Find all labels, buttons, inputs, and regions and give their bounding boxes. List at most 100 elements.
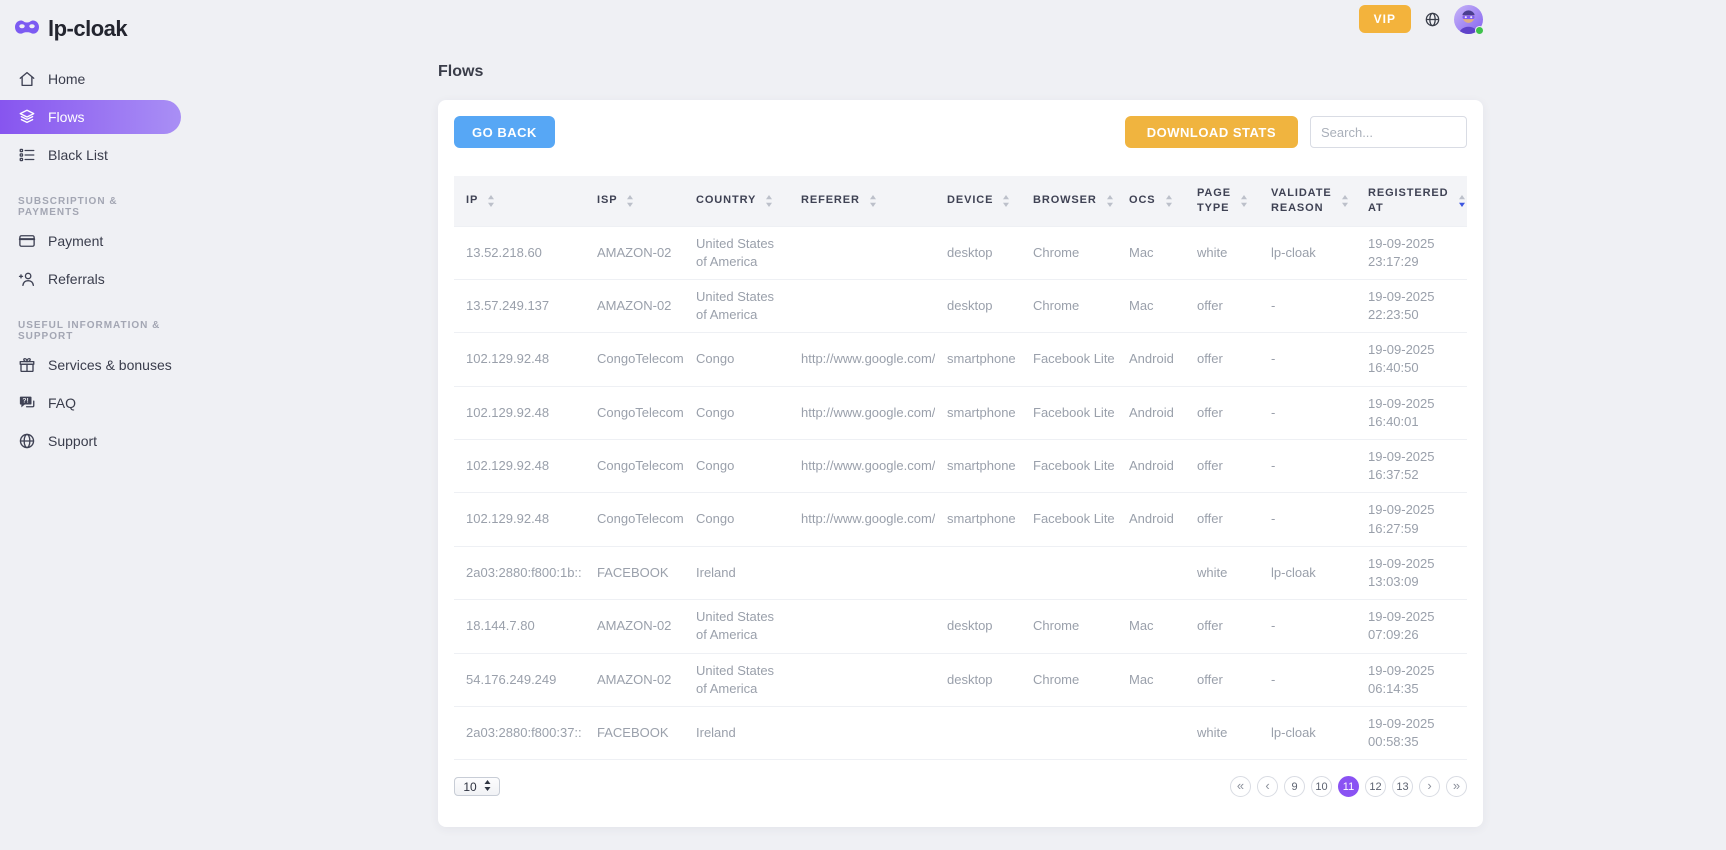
sidebar: lp-cloak Home Flows Black List SUBSCRIPTION… [0,0,200,850]
table-row: 102.129.92.48 CongoTelecom Congo http://www… [454,492,1467,547]
cell-registered-at: 19-09-2025 00:58:35 [1356,705,1467,760]
cell-referer: http://www.google.com/ [789,438,935,493]
sort-icon[interactable] [765,194,773,207]
cell-device: desktop [935,652,1021,707]
brand-name: lp-cloak [48,16,128,41]
cell-isp: AMAZON-02 [585,652,684,707]
sidebar-item-payment[interactable]: Payment [0,224,200,258]
sort-icon[interactable] [1002,194,1010,207]
cell-ocs: Mac [1117,225,1185,280]
table-row: 102.129.92.48 CongoTelecom Congo http://www… [454,332,1467,387]
cell-registered-at: 19-09-2025 16:27:59 [1356,492,1467,547]
page-buttons: « ‹ 9 10 11 12 13 › » [1230,776,1467,798]
sidebar-item-label: Services & bonuses [48,357,172,373]
pagination: 10 « ‹ 9 10 11 12 13 › » [454,776,1467,798]
cell-referer: http://www.google.com/ [789,332,935,387]
cell-page-type: white [1185,545,1259,600]
cell-device: desktop [935,278,1021,333]
sidebar-item-label: Black List [48,147,108,163]
cell-country: United States of America [684,652,789,707]
cell-device: smartphone [935,332,1021,387]
cell-registered-at: 19-09-2025 22:23:50 [1356,278,1467,333]
cell-device: desktop [935,225,1021,280]
cell-page-type: offer [1185,278,1259,333]
page-button-11[interactable]: 11 [1338,776,1359,798]
cell-ip: 102.129.92.48 [454,385,585,440]
cell-device: smartphone [935,438,1021,493]
user-avatar[interactable] [1454,4,1484,35]
cell-country: Congo [684,332,789,387]
sort-icon[interactable] [1240,194,1248,207]
faq-icon: ?! [18,394,36,412]
column-header-country[interactable]: COUNTRY [684,176,789,226]
mask-icon [14,19,40,40]
language-globe-icon[interactable] [1424,11,1441,28]
cell-ip: 102.129.92.48 [454,492,585,547]
cell-country: Congo [684,438,789,493]
cell-page-type: offer [1185,599,1259,653]
page-size-value: 10 [463,779,477,794]
cell-isp: CongoTelecom [585,332,684,387]
sidebar-item-black-list[interactable]: Black List [0,138,200,172]
column-header-ip[interactable]: IP [454,176,585,226]
page-button-10[interactable]: 10 [1311,776,1332,798]
cell-page-type: offer [1185,438,1259,493]
column-header-referer[interactable]: REFERER [789,176,935,226]
cell-page-type: offer [1185,492,1259,547]
cell-referer [789,705,935,760]
go-back-button[interactable]: GO BACK [454,116,555,148]
sort-icon[interactable] [1165,194,1173,207]
card-toolbar: GO BACK DOWNLOAD STATS [454,116,1467,148]
sidebar-item-services-bonuses[interactable]: Services & bonuses [0,348,200,382]
column-header-device[interactable]: DEVICE [935,176,1021,226]
sort-icon[interactable] [1341,194,1349,207]
cell-device: smartphone [935,385,1021,440]
search-input[interactable] [1310,116,1467,148]
sort-icon[interactable] [626,194,634,207]
sort-icon[interactable] [1458,194,1466,207]
table-header: IP ISP COUNTRY REFERER DEVICE BROWSER OCS PAGE … [454,176,1467,226]
sidebar-item-label: Referrals [48,271,105,287]
cell-referer [789,225,935,280]
column-header-ocs[interactable]: OCS [1117,176,1185,226]
column-header-validate-reason[interactable]: VALIDATE REASON [1259,176,1356,226]
next-page-button[interactable]: › [1419,776,1440,798]
cell-country: Ireland [684,545,789,600]
vip-button[interactable]: VIP [1358,5,1411,33]
last-page-button[interactable]: » [1446,776,1467,798]
column-header-isp[interactable]: ISP [585,176,684,226]
sort-icon[interactable] [869,194,877,207]
brand-logo[interactable]: lp-cloak [0,14,200,44]
sidebar-item-faq[interactable]: ?! FAQ [0,386,200,420]
page-button-12[interactable]: 12 [1365,776,1386,798]
column-header-page-type[interactable]: PAGE TYPE [1185,176,1259,226]
sidebar-item-support[interactable]: Support [0,424,200,458]
cell-ip: 102.129.92.48 [454,332,585,387]
sidebar-item-label: Support [48,433,98,449]
download-stats-button[interactable]: DOWNLOAD STATS [1124,116,1298,148]
cell-registered-at: 19-09-2025 23:17:29 [1356,225,1467,280]
sidebar-item-flows[interactable]: Flows [0,100,181,134]
page-button-13[interactable]: 13 [1392,776,1413,798]
cell-ocs: Mac [1117,652,1185,707]
cell-referer: http://www.google.com/ [789,492,935,547]
cell-ip: 54.176.249.249 [454,652,585,707]
sidebar-item-home[interactable]: Home [0,62,200,96]
sidebar-item-referrals[interactable]: Referrals [0,262,200,296]
cell-country: United States of America [684,278,789,333]
cell-referer: http://www.google.com/ [789,385,935,440]
page-size-select[interactable]: 10 [454,777,500,797]
cell-isp: AMAZON-02 [585,278,684,333]
cell-registered-at: 19-09-2025 07:09:26 [1356,599,1467,653]
cell-browser [1021,705,1117,760]
sort-icon[interactable] [487,194,495,207]
cell-ocs: Mac [1117,278,1185,333]
sort-icon[interactable] [1106,194,1114,207]
table-row: 13.57.249.137 AMAZON-02 United States of A… [454,278,1467,333]
first-page-button[interactable]: « [1230,776,1251,798]
prev-page-button[interactable]: ‹ [1257,776,1278,798]
column-header-browser[interactable]: BROWSER [1021,176,1117,226]
cell-browser: Facebook Lite [1021,332,1117,387]
page-button-9[interactable]: 9 [1284,776,1305,798]
column-header-registered-at[interactable]: REGISTERED AT [1356,176,1467,226]
